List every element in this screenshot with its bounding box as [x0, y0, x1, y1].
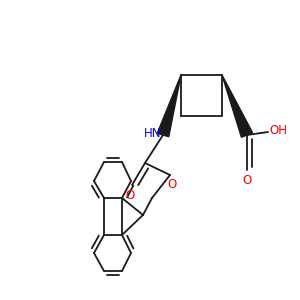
Text: O: O — [242, 175, 252, 188]
Text: HN: HN — [144, 127, 161, 140]
Text: OH: OH — [269, 124, 287, 137]
Polygon shape — [157, 75, 181, 137]
Text: O: O — [168, 178, 177, 191]
Text: O: O — [126, 189, 135, 202]
Polygon shape — [222, 75, 253, 137]
